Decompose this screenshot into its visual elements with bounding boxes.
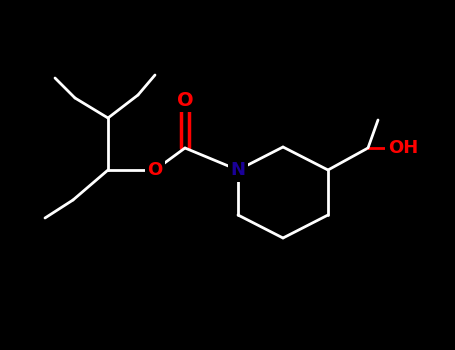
Text: O: O bbox=[147, 161, 162, 179]
Text: N: N bbox=[231, 161, 246, 179]
Text: O: O bbox=[177, 91, 193, 110]
Text: OH: OH bbox=[388, 139, 418, 157]
